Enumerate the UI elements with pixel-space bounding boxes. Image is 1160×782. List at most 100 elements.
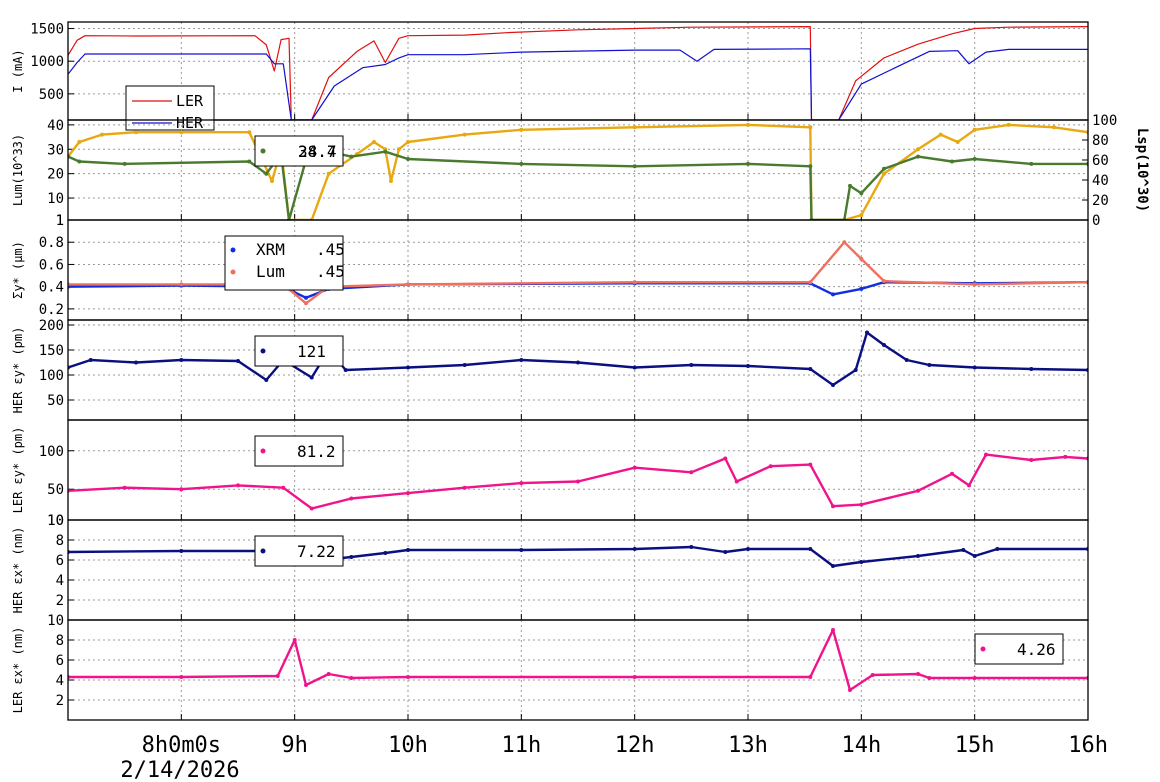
x-tick-label: 14h: [841, 733, 881, 758]
legend-value: 24.4: [298, 142, 337, 161]
data-point-lum-0-4: [179, 130, 184, 135]
data-point-lum-0-27: [916, 147, 920, 152]
y-tick-label: 1000: [30, 54, 64, 70]
data-point-lum-1-23: [972, 157, 977, 161]
data-point-her_ey-0-19: [853, 368, 858, 372]
data-point-lum-0-19: [519, 127, 524, 132]
data-point-lum-0-15: [389, 179, 393, 183]
data-point-her_ey-0-17: [808, 367, 813, 371]
legend: 81.2: [254, 435, 344, 467]
data-point-lum-0-31: [1006, 122, 1011, 127]
data-point-ler_ex-0-14: [927, 676, 932, 680]
x-tick-label: 12h: [615, 733, 655, 758]
data-point-ler_ex-0-2: [275, 674, 280, 678]
panel-lum: 1 10 20 30 40 0 20 40 60 80 100 Lsp(10^30) Lum(10^33…: [11, 113, 1150, 229]
data-point-ler_ex-0-4: [304, 683, 308, 687]
data-point-her_ey-0-21: [882, 343, 886, 347]
y-tick-label: 2: [56, 593, 64, 609]
x-tick-label: 10h: [388, 733, 428, 758]
data-point-her_ey-0-20: [865, 330, 869, 335]
data-point-lum-0-26: [882, 171, 886, 176]
x-tick-label: 13h: [728, 733, 768, 758]
y-tick-label: 10: [47, 191, 64, 207]
data-point-lum-1-18: [848, 183, 852, 188]
y-tick-label: 20: [47, 167, 64, 183]
data-point-her_ey-0-11: [462, 363, 467, 367]
data-point-sigma-1-11: [972, 282, 977, 287]
data-point-lum-1-20: [882, 166, 886, 171]
data-point-lum-0-2: [100, 132, 104, 137]
data-point-lum-1-15: [808, 164, 813, 169]
legend: 4.26: [974, 633, 1064, 665]
data-point-ler_ey-0-11: [632, 465, 637, 470]
data-point-ler_ex-0-5: [326, 672, 331, 676]
data-point-ler_ey-0-9: [519, 481, 524, 486]
y-tick-label: 4: [56, 673, 64, 689]
y-axis-label: I (mA): [11, 49, 25, 92]
data-point-her_ey-0-15: [689, 363, 694, 367]
data-point-lum-1-2: [122, 161, 127, 166]
y-tick-label: 40: [47, 118, 64, 134]
data-point-ler_ex-0-6: [349, 676, 354, 680]
x-tick-label: 15h: [955, 733, 995, 758]
data-point-sigma-1-10: [882, 279, 886, 284]
series-line-current-1: [68, 48, 1088, 120]
y-tick-label: 150: [39, 343, 64, 359]
data-point-sigma-1-7: [808, 280, 813, 285]
data-point-lum-1-13: [632, 164, 637, 169]
data-point-ler_ex-0-9: [808, 675, 813, 679]
data-point-ler_ey-0-16: [808, 462, 813, 467]
legend-marker: [230, 269, 236, 275]
panel-current: 500 1000 1500 I (mA) LER HER: [11, 21, 1089, 132]
data-point-ler_ey-0-20: [950, 471, 954, 476]
legend-label: Lum: [256, 262, 285, 281]
y-right-tick-label: 20: [1092, 193, 1109, 209]
data-point-her_ey-0-4: [236, 359, 240, 363]
x-date-label: 2/14/2026: [120, 758, 239, 782]
data-point-ler_ey-0-12: [689, 470, 694, 475]
data-point-sigma-0-3: [304, 295, 308, 300]
y-axis-label: Lum(10^33): [11, 134, 25, 206]
legend: 121: [254, 335, 344, 367]
data-point-ler_ey-0-4: [281, 485, 286, 490]
data-point-ler_ey-0-8: [462, 485, 467, 490]
data-point-her_ex-0-15: [859, 560, 864, 564]
legend-marker: [260, 448, 266, 454]
data-point-lum-0-1: [77, 140, 82, 144]
y-right-tick-label: 100: [1092, 113, 1117, 129]
data-point-lum-1-24: [1029, 161, 1034, 166]
data-point-ler_ex-0-1: [179, 675, 184, 679]
data-point-her_ex-0-8: [519, 548, 524, 552]
panel-her_ey: 50 100 150 200 HER εy* (pm) 121: [11, 318, 1089, 421]
data-point-lum-0-3: [134, 130, 138, 135]
y-tick-label: 500: [39, 87, 64, 103]
series-line-current-0: [68, 26, 1088, 120]
data-point-lum-1-12: [519, 161, 524, 166]
x-tick-label: 9h: [281, 733, 308, 758]
data-point-ler_ey-0-10: [576, 479, 580, 484]
legend-value: 38.7: [298, 142, 337, 161]
data-point-lum-0-29: [955, 140, 960, 144]
y-tick-label: 100: [39, 444, 64, 460]
data-point-her_ey-0-24: [972, 365, 977, 370]
data-point-lum-0-22: [808, 125, 813, 130]
data-point-her_ex-0-18: [972, 554, 977, 558]
y-tick-label: 0.6: [39, 257, 64, 273]
data-point-her_ex-0-9: [632, 547, 637, 551]
data-point-sigma-0-8: [831, 292, 835, 297]
data-point-her_ex-0-16: [916, 554, 920, 558]
y-tick-label: 1: [56, 213, 64, 229]
data-point-ler_ey-0-3: [236, 483, 240, 488]
series-line-ler_ey-0: [68, 453, 1088, 510]
data-point-ler_ey-0-2: [179, 487, 184, 492]
y-tick-label: 6: [56, 553, 64, 569]
data-point-ler_ey-0-13: [723, 456, 728, 461]
legend-marker: [980, 646, 986, 652]
panel-her_ex: 2 4 6 8 10 HER εx* (nm) 7.22: [11, 513, 1089, 621]
y-tick-label: 50: [47, 393, 64, 409]
data-point-her_ey-0-18: [831, 383, 835, 387]
data-point-her_ex-0-1: [179, 549, 184, 553]
data-point-her_ex-0-7: [406, 548, 410, 552]
y-tick-label: 1500: [30, 22, 64, 38]
data-point-lum-0-21: [746, 122, 750, 127]
